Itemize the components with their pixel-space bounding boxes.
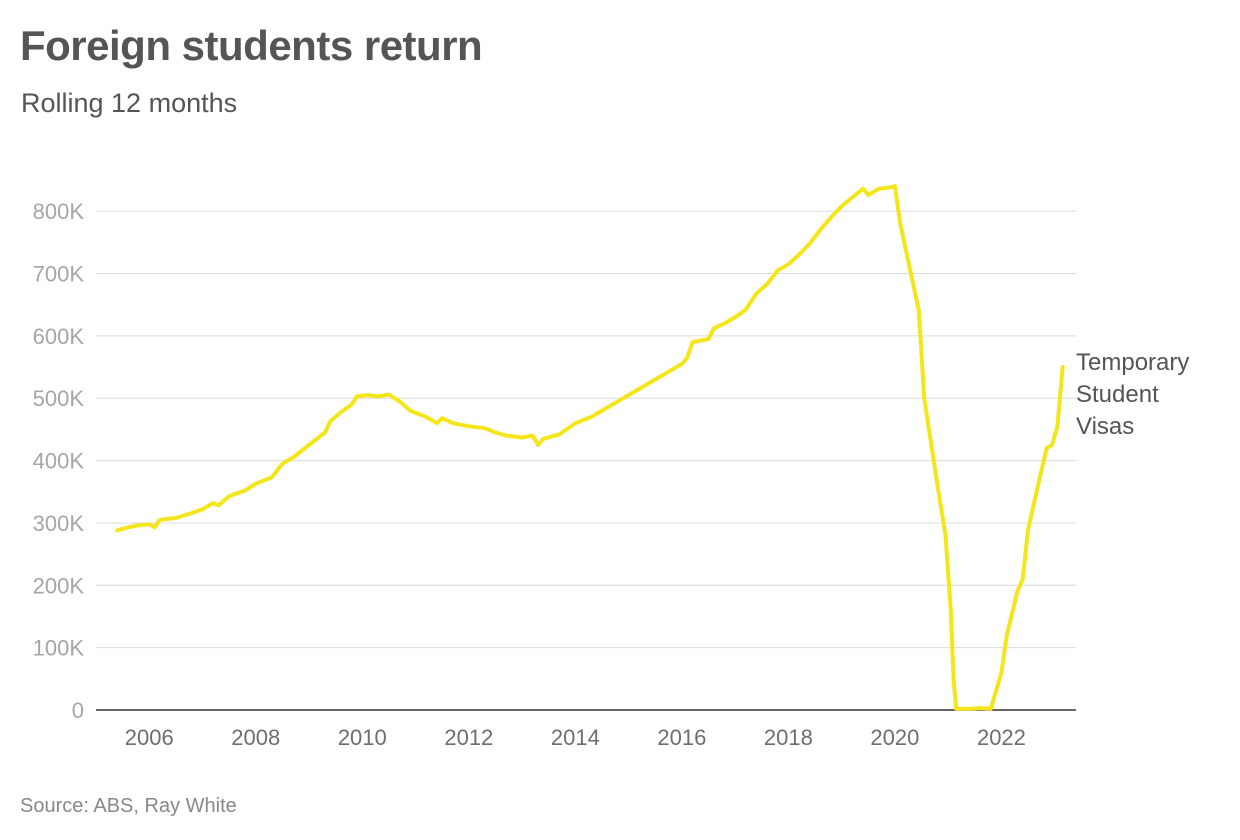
x-axis-ticks: 2006 2008 2010 2012 2014 2016 2018 2020 2022	[125, 725, 1026, 750]
series-label: Temporary Student Visas	[1076, 349, 1189, 440]
x-tick-label: 2012	[444, 725, 493, 750]
x-tick-label: 2022	[977, 725, 1026, 750]
x-tick-label: 2014	[551, 725, 600, 750]
y-tick-label: 800K	[33, 199, 85, 224]
y-tick-label: 700K	[33, 262, 85, 287]
y-tick-label: 300K	[33, 511, 85, 536]
y-axis-ticks: 0 100K 200K 300K 400K 500K 600K 700K 800K	[33, 199, 85, 723]
series-line	[115, 184, 1065, 711]
x-tick-label: 2006	[125, 725, 174, 750]
y-tick-label: 200K	[33, 573, 85, 598]
y-tick-label: 0	[72, 698, 84, 723]
y-tick-label: 600K	[33, 324, 85, 349]
y-tick-label: 400K	[33, 449, 85, 474]
series-labels: Temporary Student Visas	[1076, 349, 1189, 440]
x-tick-label: 2018	[764, 725, 813, 750]
x-tick-label: 2008	[231, 725, 280, 750]
y-tick-label: 100K	[33, 636, 85, 661]
y-tick-label: 500K	[33, 386, 85, 411]
source-note: Source: ABS, Ray White	[20, 795, 237, 817]
series-lines	[115, 184, 1065, 711]
chart-subtitle: Rolling 12 months	[21, 88, 238, 118]
chart-title: Foreign students return	[20, 22, 483, 69]
x-tick-label: 2010	[338, 725, 387, 750]
x-tick-label: 2016	[657, 725, 706, 750]
x-tick-label: 2020	[870, 725, 919, 750]
